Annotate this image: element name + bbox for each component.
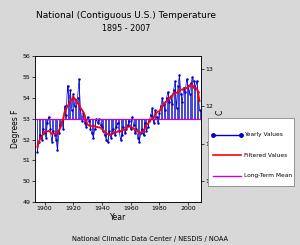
Y-axis label: Degrees C: Degrees C bbox=[216, 110, 225, 149]
Text: Yearly Values: Yearly Values bbox=[244, 132, 283, 137]
Text: Filtered Values: Filtered Values bbox=[244, 153, 288, 158]
Text: National (Contiguous U.S.) Temperature: National (Contiguous U.S.) Temperature bbox=[36, 12, 216, 20]
Text: Long-Term Mean: Long-Term Mean bbox=[244, 173, 292, 178]
Text: National Climatic Data Center / NESDIS / NOAA: National Climatic Data Center / NESDIS /… bbox=[72, 236, 228, 242]
X-axis label: Year: Year bbox=[110, 213, 126, 222]
Text: 1895 - 2007: 1895 - 2007 bbox=[102, 24, 150, 33]
Y-axis label: Degrees F: Degrees F bbox=[11, 110, 20, 148]
